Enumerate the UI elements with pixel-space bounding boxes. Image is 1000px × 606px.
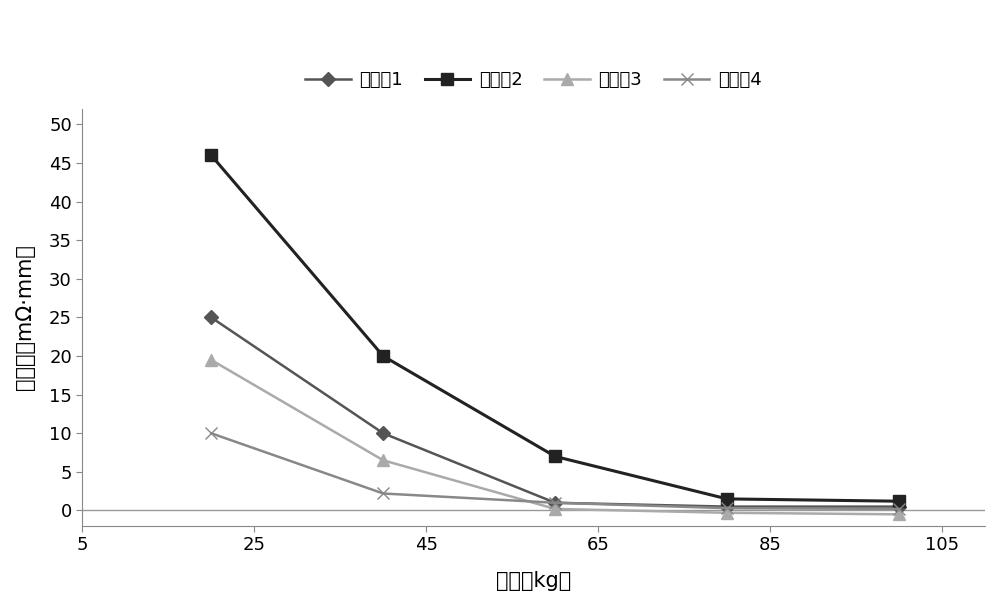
实施例4 (205, 430, 217, 437)
实施例2 (893, 498, 905, 505)
实施例4 (377, 490, 389, 497)
实施例1 (205, 314, 217, 321)
X-axis label: 压力（kg）: 压力（kg） (496, 571, 571, 591)
实施例2 (549, 453, 561, 460)
实施例2 (205, 152, 217, 159)
实施例4 (721, 505, 733, 512)
实施例1 (893, 503, 905, 510)
实施例1 (549, 499, 561, 507)
实施例2 (377, 353, 389, 360)
实施例3 (721, 509, 733, 516)
实施例3 (377, 457, 389, 464)
Line: 实施例4: 实施例4 (205, 427, 905, 515)
实施例2 (721, 495, 733, 502)
实施例4 (893, 505, 905, 513)
Y-axis label: 电阵率（mΩ·mm）: 电阵率（mΩ·mm） (15, 245, 35, 390)
实施例4 (549, 499, 561, 507)
实施例1 (377, 430, 389, 437)
实施例3 (549, 505, 561, 513)
Legend: 实施例1, 实施例2, 实施例3, 实施例4: 实施例1, 实施例2, 实施例3, 实施例4 (298, 64, 769, 96)
实施例1 (721, 503, 733, 510)
实施例3 (205, 356, 217, 364)
Line: 实施例2: 实施例2 (205, 149, 905, 507)
Line: 实施例1: 实施例1 (206, 313, 904, 511)
实施例3 (893, 511, 905, 518)
Line: 实施例3: 实施例3 (206, 355, 905, 520)
